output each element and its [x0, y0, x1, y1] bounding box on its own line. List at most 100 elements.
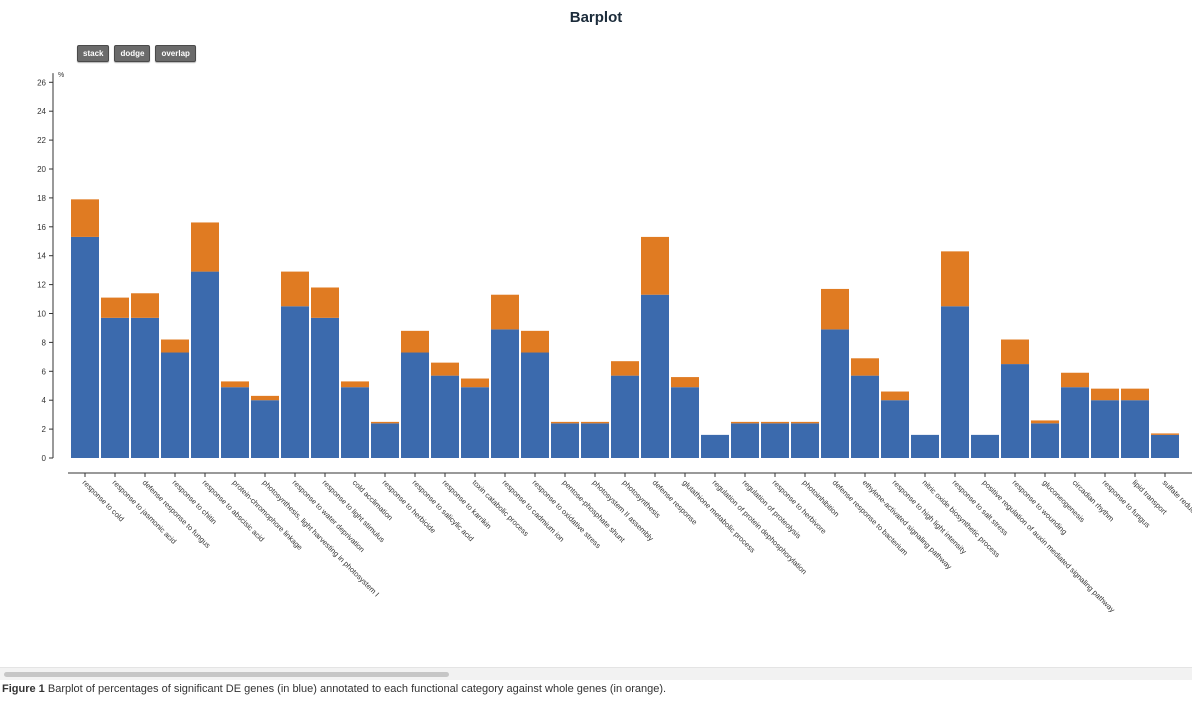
bar-de-genes[interactable] [761, 423, 789, 458]
bar-whole-genes[interactable] [761, 421, 789, 424]
bar-whole-genes[interactable] [881, 391, 909, 401]
dodge-button[interactable]: dodge [114, 45, 151, 62]
x-tick-label: response to herbicide [381, 478, 438, 535]
bar-whole-genes[interactable] [341, 381, 369, 388]
bar-whole-genes[interactable] [1001, 339, 1029, 365]
stack-button[interactable]: stack [77, 45, 110, 62]
bar-whole-genes[interactable] [731, 421, 759, 424]
bar-de-genes[interactable] [551, 423, 579, 458]
y-axis-unit-label: % [58, 72, 64, 79]
bar-whole-genes[interactable] [521, 330, 549, 353]
bars-group [71, 199, 1179, 458]
bar-whole-genes[interactable] [1151, 433, 1179, 435]
horizontal-scrollbar[interactable] [0, 667, 1192, 680]
y-tick-label: 2 [42, 425, 47, 434]
bar-de-genes[interactable] [461, 387, 489, 458]
bar-de-genes[interactable] [521, 352, 549, 458]
bar-de-genes[interactable] [311, 317, 339, 458]
bar-de-genes[interactable] [251, 400, 279, 458]
bar-de-genes[interactable] [401, 352, 429, 458]
x-tick-label: toxin catabolic process [471, 478, 531, 538]
x-tick-label: response to wounding [1011, 478, 1069, 536]
y-tick-label: 8 [42, 338, 47, 347]
bar-de-genes[interactable] [821, 329, 849, 458]
horizontal-scrollbar-thumb[interactable] [4, 672, 449, 677]
mode-button-group: stack dodge overlap [77, 45, 196, 62]
bar-de-genes[interactable] [191, 271, 219, 458]
y-tick-label: 14 [37, 252, 46, 261]
bar-de-genes[interactable] [431, 375, 459, 458]
bar-whole-genes[interactable] [791, 421, 819, 424]
bar-whole-genes[interactable] [1121, 388, 1149, 401]
bar-de-genes[interactable] [1001, 364, 1029, 458]
bar-de-genes[interactable] [671, 387, 699, 458]
y-tick-label: 16 [37, 223, 46, 232]
bar-de-genes[interactable] [161, 352, 189, 458]
bar-whole-genes[interactable] [1061, 372, 1089, 388]
bar-de-genes[interactable] [791, 423, 819, 458]
bar-de-genes[interactable] [971, 434, 999, 458]
bar-whole-genes[interactable] [101, 297, 129, 318]
bar-de-genes[interactable] [101, 317, 129, 458]
y-tick-label: 0 [42, 454, 47, 463]
bar-whole-genes[interactable] [641, 236, 669, 295]
bar-de-genes[interactable] [1091, 400, 1119, 458]
bar-whole-genes[interactable] [821, 288, 849, 330]
y-tick-label: 10 [37, 310, 46, 319]
bar-whole-genes[interactable] [461, 378, 489, 388]
x-tick-label: response to salt stress [951, 478, 1011, 538]
y-tick-label: 26 [37, 78, 46, 87]
bar-de-genes[interactable] [371, 423, 399, 458]
bar-whole-genes[interactable] [551, 421, 579, 424]
bar-whole-genes[interactable] [131, 293, 159, 318]
bar-whole-genes[interactable] [311, 287, 339, 318]
overlap-button[interactable]: overlap [155, 45, 196, 62]
bar-de-genes[interactable] [341, 387, 369, 458]
bar-whole-genes[interactable] [161, 339, 189, 353]
chart-title: Barplot [569, 9, 623, 26]
figure-caption: Figure 1 Barplot of percentages of signi… [2, 683, 666, 695]
y-tick-label: 12 [37, 281, 46, 290]
bar-de-genes[interactable] [491, 329, 519, 458]
bar-de-genes[interactable] [941, 306, 969, 458]
bar-whole-genes[interactable] [281, 271, 309, 307]
bar-de-genes[interactable] [881, 400, 909, 458]
bar-de-genes[interactable] [71, 236, 99, 458]
bar-de-genes[interactable] [1061, 387, 1089, 458]
bar-de-genes[interactable] [731, 423, 759, 458]
bar-de-genes[interactable] [701, 434, 729, 458]
x-tick-label: regulation of proteolysis [741, 478, 804, 541]
bar-whole-genes[interactable] [941, 251, 969, 307]
bar-de-genes[interactable] [1031, 423, 1059, 458]
bar-whole-genes[interactable] [401, 330, 429, 353]
bar-whole-genes[interactable] [851, 358, 879, 376]
y-tick-label: 6 [42, 367, 47, 376]
bar-whole-genes[interactable] [431, 362, 459, 376]
bar-whole-genes[interactable] [251, 395, 279, 401]
bar-de-genes[interactable] [581, 423, 609, 458]
bar-whole-genes[interactable] [611, 361, 639, 376]
bar-de-genes[interactable] [1151, 434, 1179, 458]
bar-whole-genes[interactable] [191, 222, 219, 272]
bar-whole-genes[interactable] [221, 381, 249, 388]
bar-de-genes[interactable] [851, 375, 879, 458]
bar-whole-genes[interactable] [491, 294, 519, 330]
bar-de-genes[interactable] [281, 306, 309, 458]
bar-de-genes[interactable] [131, 317, 159, 458]
bar-de-genes[interactable] [611, 375, 639, 458]
bar-whole-genes[interactable] [1091, 388, 1119, 401]
bar-de-genes[interactable] [221, 387, 249, 458]
bar-whole-genes[interactable] [1031, 420, 1059, 424]
bar-whole-genes[interactable] [671, 377, 699, 388]
bar-whole-genes[interactable] [581, 421, 609, 424]
y-tick-label: 22 [37, 136, 46, 145]
bar-de-genes[interactable] [641, 294, 669, 458]
y-tick-label: 24 [37, 107, 46, 116]
bar-de-genes[interactable] [1121, 400, 1149, 458]
bar-whole-genes[interactable] [71, 199, 99, 237]
bar-de-genes[interactable] [911, 434, 939, 458]
y-tick-label: 4 [42, 396, 47, 405]
bar-whole-genes[interactable] [371, 421, 399, 424]
